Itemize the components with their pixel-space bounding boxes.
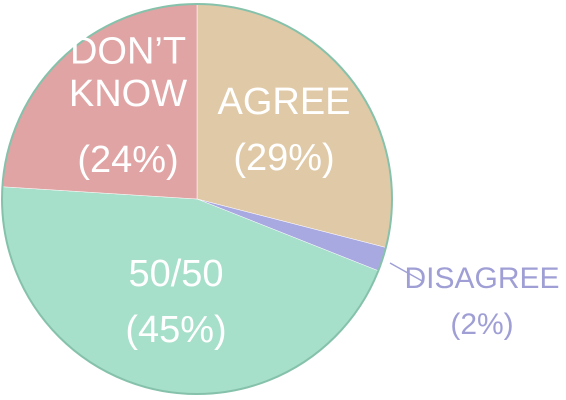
slice-label: AGREE	[217, 81, 350, 123]
slice-value-label: (24%)	[77, 139, 178, 181]
slice-label: 50/50	[128, 253, 223, 295]
pie-border	[1, 3, 393, 395]
slice-label: DON’T KNOW	[69, 30, 187, 115]
slice-value-label: (2%)	[450, 308, 513, 341]
slice-value-label: (29%)	[233, 137, 334, 179]
slice-label: DISAGREE	[404, 262, 559, 295]
slice-value-label: (45%)	[125, 309, 226, 351]
leader-line	[389, 262, 425, 283]
